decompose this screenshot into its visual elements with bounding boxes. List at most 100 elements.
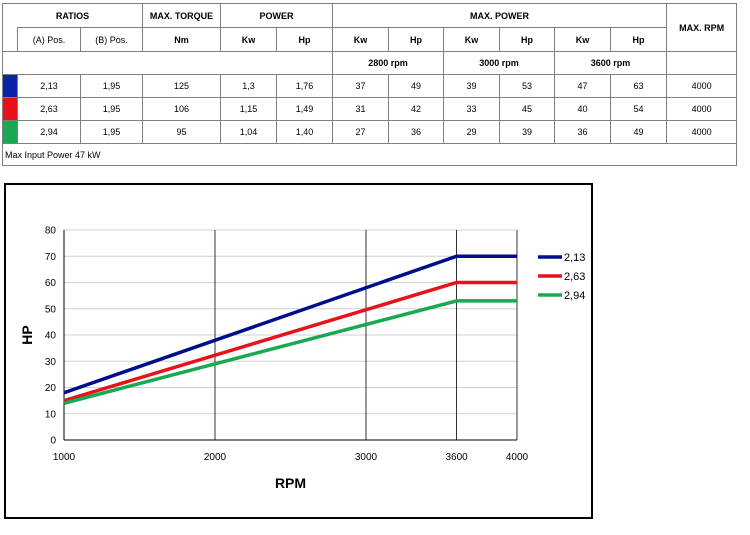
kw-2800-cell: 37 — [332, 74, 390, 98]
legend-label: 2,63 — [564, 271, 585, 283]
hp-header: Hp — [499, 27, 556, 52]
swatch-fill — [3, 121, 17, 143]
x-tick-label: 4000 — [506, 452, 529, 463]
kw-3600-cell: 40 — [554, 97, 612, 121]
x-tick-label: 1000 — [53, 452, 76, 463]
kw-3600-cell: 47 — [554, 74, 612, 98]
hp-3000-cell: 53 — [499, 74, 556, 98]
rpm-3600-header: 3600 rpm — [554, 51, 668, 75]
color-swatch — [2, 97, 18, 121]
max-torque-header: MAX. TORQUE — [142, 3, 221, 28]
b-pos-cell: 1,95 — [80, 97, 143, 121]
hp-3000-cell: 39 — [499, 120, 556, 144]
b-pos-cell: 1,95 — [80, 120, 143, 144]
x-tick-label: 3000 — [355, 452, 378, 463]
a-pos-cell: 2,63 — [17, 97, 81, 121]
series-line — [63, 299, 517, 405]
x-axis-label: RPM — [275, 475, 306, 491]
b-pos-cell: 1,95 — [80, 74, 143, 98]
series-line — [63, 280, 517, 403]
color-swatch — [2, 120, 18, 144]
torque-cell: 125 — [142, 74, 221, 98]
blank-cell — [1, 51, 334, 75]
kw-3600-cell: 36 — [554, 120, 612, 144]
kw-cell: 1,3 — [220, 74, 277, 98]
rpm-2800-header: 2800 rpm — [332, 51, 445, 75]
table-rpm-row: 2800 rpm 3000 rpm 3600 rpm — [1, 51, 738, 75]
a-pos-cell: 2,94 — [17, 120, 81, 144]
a-pos-header: (A) Pos. — [17, 27, 81, 52]
y-tick-label: 80 — [45, 226, 57, 237]
hp-3000-cell: 45 — [499, 97, 556, 121]
hp-header: Hp — [275, 27, 334, 52]
b-pos-header: (B) Pos. — [80, 27, 143, 52]
kw-3000-cell: 33 — [443, 97, 501, 121]
a-pos-cell: 2,13 — [17, 74, 81, 98]
hp-3600-cell: 63 — [610, 74, 668, 98]
tick-labels: 0 10 20 30 40 50 60 70 80 1000 2000 3000 3600 4000 — [45, 226, 529, 464]
kw-cell: 1,04 — [220, 120, 277, 144]
y-tick-label: 10 — [45, 409, 57, 420]
y-tick-label: 60 — [45, 278, 57, 289]
kw-header: Kw — [332, 27, 390, 52]
hp-2800-cell: 49 — [388, 74, 445, 98]
table-subheader-row: (A) Pos. (B) Pos. Nm Kw Hp Kw Hp Kw Hp K… — [2, 27, 737, 52]
nm-header: Nm — [142, 27, 221, 52]
hp-3600-cell: 49 — [610, 120, 668, 144]
hp-header: Hp — [388, 27, 445, 52]
legend-label: 2,94 — [564, 290, 585, 302]
torque-cell: 106 — [142, 97, 221, 121]
series-lines — [63, 254, 517, 405]
table-row: 2,94 1,95 95 1,04 1,40 27 36 29 39 36 49… — [2, 120, 738, 144]
kw-header: Kw — [443, 27, 501, 52]
series-line — [63, 254, 517, 395]
ratios-header: RATIOS — [2, 3, 143, 28]
hp-cell: 1,49 — [275, 97, 334, 121]
gridlines — [63, 229, 518, 441]
table-row: 2,13 1,95 125 1,3 1,76 37 49 39 53 47 63… — [2, 74, 738, 98]
legend-label: 2,13 — [564, 252, 585, 264]
kw-header: Kw — [554, 27, 612, 52]
kw-2800-cell: 27 — [332, 120, 390, 144]
swatch-fill — [3, 98, 17, 120]
max-rpm-cell: 4000 — [666, 97, 738, 121]
y-axis-label: HP — [19, 325, 35, 344]
y-tick-label: 0 — [50, 436, 56, 447]
kw-2800-cell: 31 — [332, 97, 390, 121]
blank-cell — [666, 51, 738, 75]
table-footnote-row: Max Input Power 47 kW — [1, 143, 738, 166]
hp-header: Hp — [610, 27, 668, 52]
kw-3000-cell: 39 — [443, 74, 501, 98]
legend: 2,13 2,63 2,94 — [538, 252, 585, 302]
y-tick-label: 40 — [45, 331, 57, 342]
table-header-row: RATIOS MAX. TORQUE POWER MAX. POWER MAX.… — [2, 3, 738, 52]
chart-svg: 0 10 20 30 40 50 60 70 80 1000 2000 3000 3600 4000 2,… — [19, 226, 585, 492]
table-row: 2,63 1,95 106 1,15 1,49 31 42 33 45 40 5… — [2, 97, 738, 121]
kw-3000-cell: 29 — [443, 120, 501, 144]
hp-cell: 1,40 — [275, 120, 334, 144]
max-rpm-cell: 4000 — [666, 120, 738, 144]
hp-3600-cell: 54 — [610, 97, 668, 121]
y-tick-label: 20 — [45, 383, 57, 394]
hp-2800-cell: 36 — [388, 120, 445, 144]
swatch-fill — [3, 75, 17, 97]
kw-header: Kw — [220, 27, 277, 52]
y-tick-label: 50 — [45, 304, 57, 315]
max-rpm-header: MAX. RPM — [666, 3, 738, 52]
rpm-3000-header: 3000 rpm — [443, 51, 556, 75]
hp-cell: 1,76 — [275, 74, 334, 98]
hp-2800-cell: 42 — [388, 97, 445, 121]
color-swatch — [2, 74, 18, 98]
kw-cell: 1,15 — [220, 97, 277, 121]
y-tick-label: 30 — [45, 357, 57, 368]
specs-table: RATIOS MAX. TORQUE POWER MAX. POWER MAX.… — [1, 3, 738, 166]
max-rpm-cell: 4000 — [666, 74, 738, 98]
max-power-header: MAX. POWER — [332, 3, 668, 28]
power-header: POWER — [219, 3, 334, 28]
y-tick-label: 70 — [45, 252, 57, 263]
hp-rpm-chart: 0 10 20 30 40 50 60 70 80 1000 2000 3000 3600 4000 2,… — [4, 183, 593, 519]
blank-cell — [2, 27, 18, 52]
footnote: Max Input Power 47 kW — [1, 143, 738, 166]
x-tick-label: 3600 — [445, 452, 468, 463]
torque-cell: 95 — [142, 120, 221, 144]
